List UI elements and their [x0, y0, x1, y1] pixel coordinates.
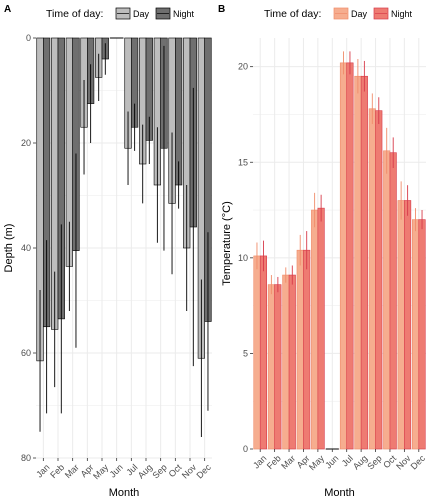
- bar-night-may: [317, 207, 325, 450]
- legend-title: Time of day:: [46, 8, 103, 20]
- bar-day-may: [311, 209, 319, 450]
- y-tick-label: 80: [21, 453, 31, 463]
- y-axis-title: Depth (m): [3, 224, 15, 273]
- legend-title: Time of day:: [264, 8, 321, 20]
- bar-day-apr: [296, 249, 304, 450]
- bar-night-apr: [303, 249, 311, 450]
- y-tick-label: 15: [238, 157, 248, 167]
- legend-label-day: Day: [351, 9, 368, 19]
- y-tick-label: 20: [238, 62, 248, 72]
- x-axis-title: Month: [109, 487, 140, 499]
- legend: Time of day: Day Night: [264, 7, 413, 20]
- legend: Time of day: Day Night: [46, 7, 195, 20]
- bar-day-oct: [383, 150, 391, 450]
- bar-night-nov: [404, 200, 412, 450]
- bar-day-dec: [412, 219, 420, 450]
- panel-b: B Time of day: Day Night05101520JanFebMarAp…: [218, 4, 427, 499]
- legend-label-night: Night: [391, 9, 413, 19]
- y-tick-label: 10: [238, 253, 248, 263]
- x-tick-label: Dec: [409, 453, 428, 472]
- legend-label-day: Day: [133, 9, 150, 19]
- panel-label: B: [218, 4, 225, 15]
- y-tick-label: 0: [26, 33, 31, 43]
- y-tick-label: 40: [21, 243, 31, 253]
- bar-night-feb: [274, 284, 282, 450]
- y-tick-label: 5: [243, 348, 248, 358]
- bar-day-sep: [368, 108, 376, 450]
- x-axis-title: Month: [324, 487, 355, 499]
- bar-day-feb: [267, 284, 275, 450]
- y-tick-label: 0: [243, 444, 248, 454]
- x-tick-label: Jun: [108, 462, 125, 479]
- x-tick-label: Jan: [34, 462, 51, 479]
- x-tick-label: Jun: [323, 453, 340, 470]
- bar-night-aug: [360, 75, 368, 450]
- bar-day-mar: [282, 274, 290, 450]
- bar-day-aug: [354, 75, 362, 450]
- x-tick-label: Dec: [195, 462, 214, 481]
- bar-day-jan: [253, 255, 261, 450]
- bar-night-mar: [288, 274, 296, 450]
- x-tick-label: Oct: [167, 462, 184, 479]
- y-tick-label: 20: [21, 138, 31, 148]
- plot-area: [253, 38, 426, 449]
- bar-day-nov: [397, 200, 405, 450]
- y-axis-title: Temperature (°C): [221, 201, 233, 285]
- bar-night-jan: [259, 255, 267, 450]
- legend-label-night: Night: [173, 9, 195, 19]
- panel-a: A Time of day: Day Night020406080JanFebMarA…: [3, 4, 213, 499]
- bar-night-dec: [418, 219, 426, 450]
- y-tick-label: 60: [21, 348, 31, 358]
- bar-night-oct: [389, 152, 397, 450]
- bar-night-sep: [375, 110, 383, 450]
- panel-label: A: [4, 4, 11, 15]
- bar-day-jul: [339, 62, 348, 450]
- bar-night-jul: [346, 62, 354, 450]
